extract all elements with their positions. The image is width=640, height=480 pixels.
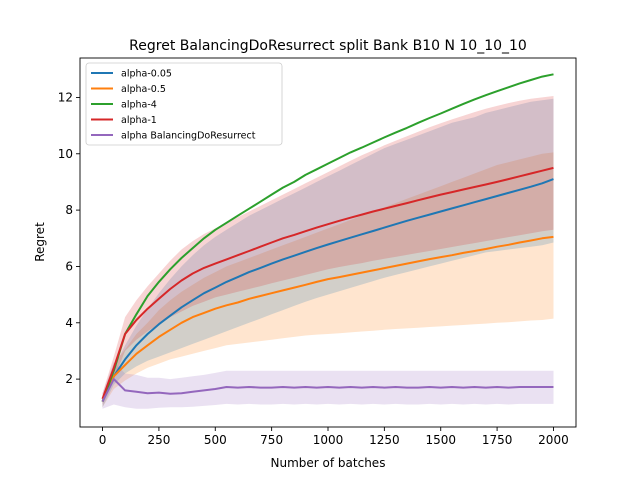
y-tick-label: 4 (65, 316, 73, 330)
x-tick-label: 1250 (369, 433, 400, 447)
legend-box (85, 62, 283, 146)
legend-label: alpha-4 (121, 100, 157, 111)
line-alpha-0.5 (101, 235, 554, 403)
y-tick-label: 10 (58, 147, 73, 161)
x-axis-label: Number of batches (271, 456, 386, 470)
x-tick-label: 500 (204, 433, 227, 447)
x-tick-label: 1500 (425, 433, 456, 447)
x-tick-label: 1750 (482, 433, 513, 447)
line-alpha-4 (101, 73, 554, 402)
band-alpha-1 (102, 96, 554, 405)
line-alpha-1 (101, 166, 554, 400)
x-tick-label: 2000 (538, 433, 569, 447)
line-alpha-balancingdoresurrect (101, 378, 554, 403)
x-axis-ticks: 0 250 500 750 1000 1250 1500 1750 2000 (99, 427, 569, 447)
legend-label: alpha-1 (121, 115, 157, 126)
series-lines (101, 73, 554, 403)
legend-label: alpha-0.5 (121, 84, 166, 95)
y-tick-label: 2 (65, 372, 73, 386)
x-tick-label: 750 (260, 433, 283, 447)
y-axis-ticks: 2 4 6 8 10 12 (58, 90, 80, 386)
x-tick-label: 250 (147, 433, 170, 447)
x-tick-label: 0 (99, 433, 107, 447)
x-tick-label: 1000 (313, 433, 344, 447)
y-axis-label: Regret (33, 222, 47, 262)
y-tick-label: 12 (58, 90, 73, 104)
legend: alpha-0.05 alpha-0.5 alpha-4 alpha-1 alpha B… (85, 62, 283, 146)
band-alpha-0.05 (102, 98, 554, 408)
band-alpha-balancingdoresurrect (102, 362, 554, 409)
y-tick-label: 8 (65, 203, 73, 217)
legend-label: alpha-0.05 (121, 69, 172, 80)
chart-title: Regret BalancingDoResurrect split Bank B… (129, 38, 527, 54)
line-alpha-0.05 (101, 178, 554, 403)
legend-label: alpha BalancingDoResurrect (121, 131, 256, 142)
y-tick-label: 6 (65, 259, 73, 273)
